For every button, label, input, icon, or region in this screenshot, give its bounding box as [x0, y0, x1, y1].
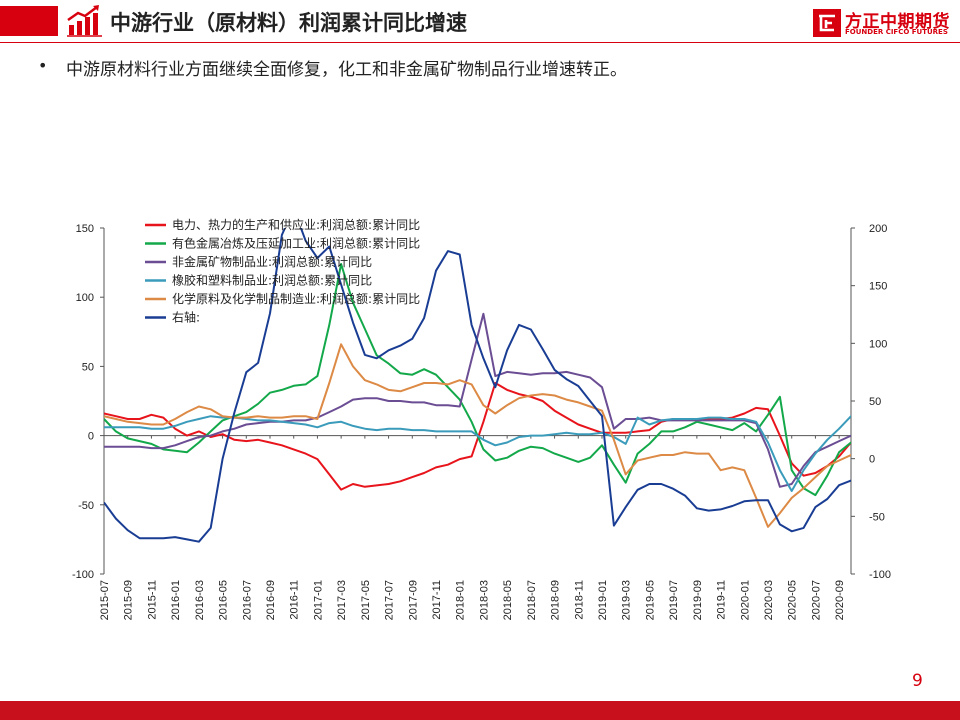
- slide-header: 中游行业（原材料）利润累计同比增速 方正中期期货 FOUNDER CIFCO F…: [0, 0, 960, 44]
- left-axis-tick-label: 50: [82, 361, 94, 373]
- trend-chart-icon: [67, 5, 102, 37]
- legend-label: 电力、热力的生产和供应业:利润总额:累计同比: [172, 217, 420, 232]
- page-number: 9: [912, 671, 923, 691]
- header-divider: [0, 42, 960, 43]
- x-axis-tick-label: 2018-03: [478, 580, 490, 620]
- x-axis-tick-label: 2016-11: [289, 580, 301, 620]
- x-axis-tick-label: 2019-07: [668, 580, 680, 620]
- right-axis-tick-label: 50: [869, 396, 881, 408]
- slide-title: 中游行业（原材料）利润累计同比增速: [110, 11, 467, 35]
- left-axis-tick-label: 150: [76, 223, 94, 235]
- x-axis-tick-label: 2020-07: [810, 580, 822, 620]
- series-line-2: [104, 312, 851, 488]
- series-line-4: [104, 343, 851, 528]
- logo-mark-icon: [813, 9, 841, 37]
- legend-label: 右轴:: [172, 310, 200, 325]
- right-axis-tick-label: -50: [869, 511, 885, 523]
- x-axis-tick-label: 2017-01: [312, 580, 324, 620]
- x-axis-tick-label: 2016-03: [194, 580, 206, 620]
- header-accent-block: [0, 6, 58, 36]
- bullet-marker: •: [38, 56, 48, 75]
- x-axis-tick-label: 2018-01: [455, 580, 467, 620]
- x-axis-tick-label: 2019-09: [692, 580, 704, 620]
- series-lines: [104, 228, 851, 543]
- right-axis-tick-label: 0: [869, 454, 875, 466]
- x-axis-tick-label: 2019-01: [597, 580, 609, 620]
- x-axis-tick-label: 2020-01: [739, 580, 751, 620]
- chart-legend: 电力、热力的生产和供应业:利润总额:累计同比有色金属冶炼及压延加工业:利润总额:…: [145, 217, 420, 325]
- x-axis-tick-label: 2016-09: [265, 580, 277, 620]
- x-axis-tick-label: 2018-09: [550, 580, 562, 620]
- legend-label: 橡胶和塑料制品业:利润总额:累计同比: [172, 273, 372, 288]
- x-axis-tick-label: 2017-09: [407, 580, 419, 620]
- x-axis-tick-label: 2016-05: [218, 580, 230, 620]
- logo-english-text: FOUNDER CIFCO FUTURES: [845, 28, 948, 36]
- bullet-text: 中游原材料行业方面继续全面修复，化工和非金属矿物制品行业增速转正。: [66, 60, 627, 80]
- company-logo: 方正中期期货 FOUNDER CIFCO FUTURES: [813, 9, 950, 39]
- x-axis-tick-label: 2017-05: [360, 580, 372, 620]
- profit-growth-chart: 150 100 50 0 -50 -100 200 150 100 50 0 -50 -100 2015-…: [72, 217, 891, 620]
- x-axis-tick-label: 2019-05: [644, 580, 656, 620]
- left-axis-tick-label: 100: [76, 292, 94, 304]
- legend-label: 非金属矿物制品业:利润总额:累计同比: [172, 254, 372, 269]
- series-line-5: [104, 228, 851, 543]
- footer-bar: [0, 701, 960, 720]
- x-axis-tick-label: 2020-03: [763, 580, 775, 620]
- right-axis-tick-label: 150: [869, 281, 887, 293]
- x-axis-tick-label: 2016-01: [170, 580, 182, 620]
- x-axis-tick-label: 2017-03: [336, 580, 348, 620]
- x-axis-tick-label: 2015-07: [99, 580, 111, 620]
- legend-label: 有色金属冶炼及压延加工业:利润总额:累计同比: [172, 236, 420, 251]
- x-axis-tick-label: 2020-05: [787, 580, 799, 620]
- x-axis-tick-label: 2015-09: [123, 580, 135, 620]
- x-axis-tick-label: 2018-05: [502, 580, 514, 620]
- x-axis-tick-label: 2017-11: [431, 580, 443, 620]
- right-axis-tick-label: 100: [869, 338, 887, 350]
- right-axis-tick-label: -100: [869, 569, 891, 581]
- x-axis-tick-label: 2020-09: [834, 580, 846, 620]
- x-axis-tick-label: 2019-03: [621, 580, 633, 620]
- legend-label: 化学原料及化学制品制造业:利润总额:累计同比: [172, 291, 420, 306]
- left-axis-tick-label: -50: [78, 500, 94, 512]
- logo-chinese-text: 方正中期期货: [845, 12, 950, 32]
- x-axis-tick-label: 2018-11: [573, 580, 585, 620]
- x-axis-tick-label: 2018-07: [526, 580, 538, 620]
- x-axis-tick-label: 2017-07: [384, 580, 396, 620]
- series-line-0: [104, 382, 851, 491]
- x-axis-tick-label: 2016-07: [241, 580, 253, 620]
- left-axis-tick-label: -100: [72, 569, 94, 581]
- x-axis-tick-label: 2015-11: [146, 580, 158, 620]
- right-axis-tick-label: 200: [869, 223, 887, 235]
- left-axis-tick-label: 0: [88, 431, 94, 443]
- x-axis-tick-label: 2019-11: [716, 580, 728, 620]
